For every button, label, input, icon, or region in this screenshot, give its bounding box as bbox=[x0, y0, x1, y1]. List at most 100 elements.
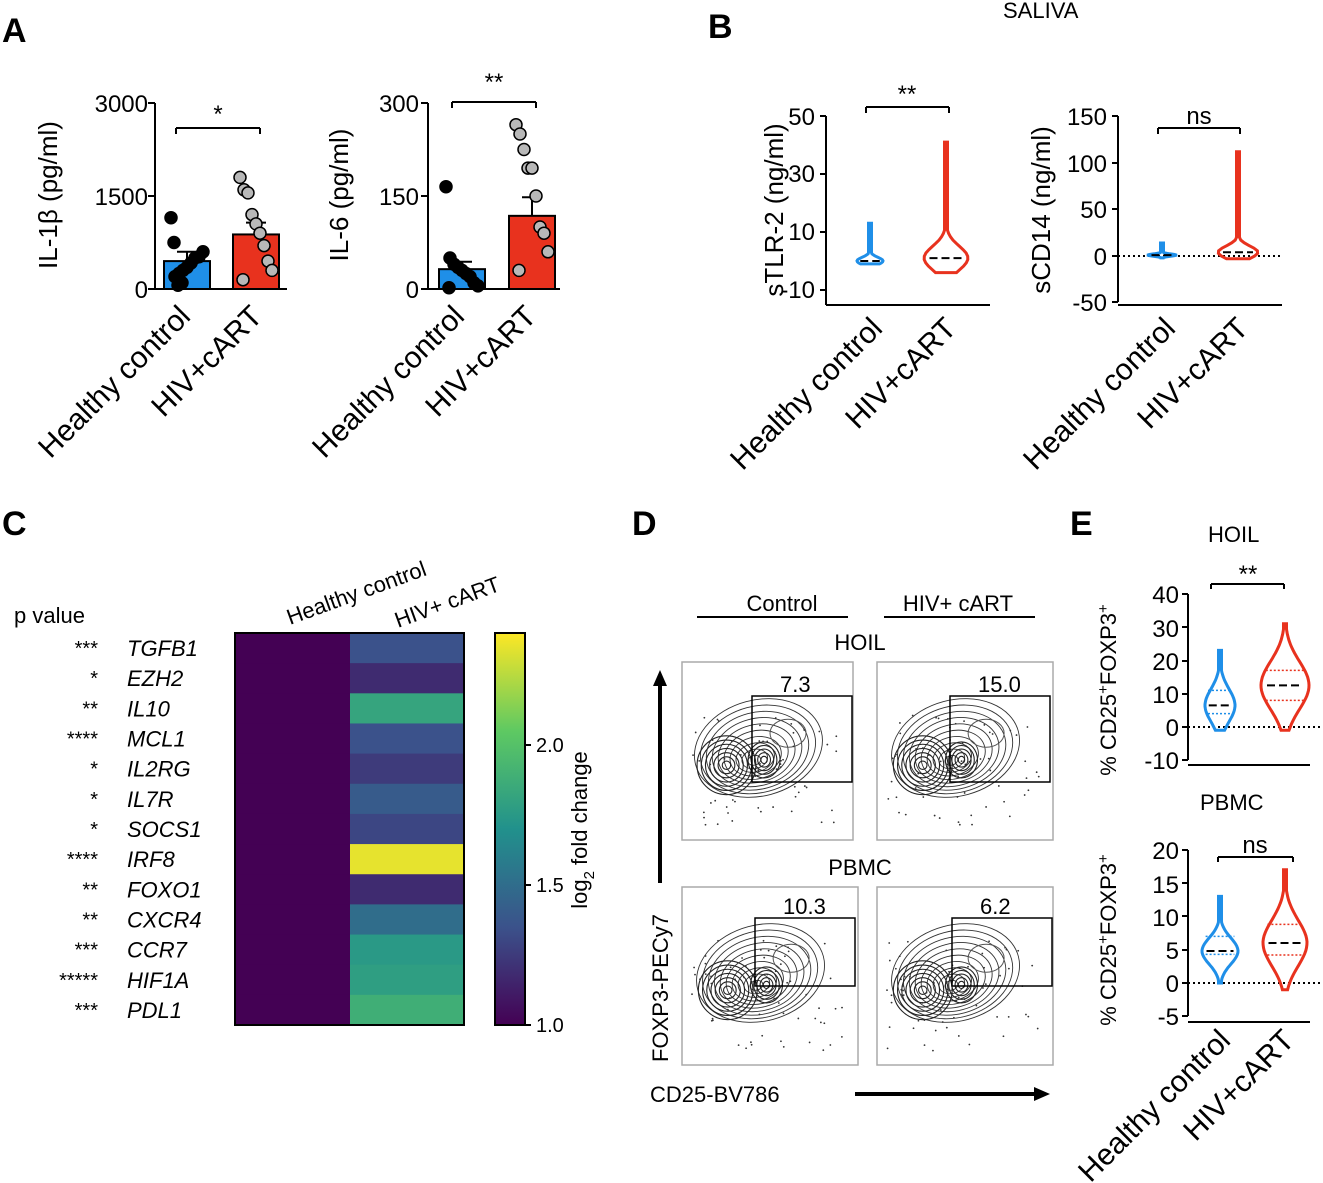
b2-y-axis-label: sCD14 (ng/ml) bbox=[1026, 126, 1056, 294]
event-dot bbox=[970, 814, 973, 817]
event-dot bbox=[915, 748, 917, 750]
violin-0 bbox=[1146, 241, 1178, 260]
event-dot bbox=[704, 973, 707, 975]
event-dot bbox=[958, 967, 961, 970]
event-dot bbox=[831, 809, 833, 812]
event-dot bbox=[819, 1021, 822, 1024]
event-dot bbox=[964, 763, 967, 766]
event-dot bbox=[805, 993, 808, 996]
e1-ytick-10: 10 bbox=[1152, 682, 1179, 709]
e2-significance: ns bbox=[1242, 832, 1267, 859]
contour-ring bbox=[944, 966, 979, 1004]
event-dot bbox=[1007, 1015, 1010, 1018]
event-dot bbox=[767, 949, 770, 952]
event-dot bbox=[954, 756, 957, 758]
data-point bbox=[537, 226, 551, 240]
event-dot bbox=[961, 742, 964, 744]
gene-label: HIF1A bbox=[127, 968, 189, 993]
event-dot bbox=[734, 978, 736, 981]
panel-label-b: B bbox=[708, 8, 733, 46]
event-dot bbox=[805, 786, 808, 789]
heatmap-cell-healthy bbox=[235, 934, 350, 966]
violin-0 bbox=[855, 221, 885, 266]
b2-ytick-150: 150 bbox=[1067, 104, 1107, 131]
event-dot bbox=[975, 1004, 978, 1007]
event-dot bbox=[731, 820, 734, 822]
event-dot bbox=[714, 799, 717, 802]
event-dot bbox=[818, 730, 821, 733]
pvalue-stars: *** bbox=[75, 638, 99, 660]
event-dot bbox=[1031, 964, 1034, 967]
event-dot bbox=[923, 1019, 926, 1022]
event-dot bbox=[968, 761, 971, 763]
pvalue-stars: ***** bbox=[59, 970, 98, 992]
event-dot bbox=[698, 759, 701, 762]
panel-label-c: C bbox=[2, 505, 27, 543]
event-dot bbox=[902, 985, 904, 987]
event-dot bbox=[728, 997, 731, 999]
event-dot bbox=[935, 716, 938, 719]
event-dot bbox=[758, 740, 761, 742]
event-dot bbox=[982, 987, 984, 989]
event-dot bbox=[774, 717, 777, 719]
contour-ring bbox=[713, 752, 740, 779]
a1-ytick-mid: 1500 bbox=[95, 184, 148, 211]
gate-box bbox=[949, 695, 1051, 783]
pvalue-stars: **** bbox=[67, 849, 98, 871]
event-dot bbox=[1017, 949, 1020, 952]
event-dot bbox=[1007, 967, 1010, 970]
heatmap-cell-hiv bbox=[350, 723, 464, 755]
event-dot bbox=[744, 965, 747, 967]
contour-ring bbox=[967, 943, 1005, 973]
pvalue-header: p value bbox=[14, 603, 85, 628]
event-dot bbox=[899, 732, 902, 735]
event-dot bbox=[782, 758, 784, 761]
pvalue-stars: * bbox=[90, 789, 98, 811]
contour-ring bbox=[897, 739, 949, 791]
violin-1 bbox=[1216, 150, 1260, 261]
data-point bbox=[253, 226, 267, 240]
event-dot bbox=[835, 735, 838, 738]
heatmap-cell-hiv bbox=[350, 783, 464, 815]
event-dot bbox=[762, 740, 764, 743]
b2-ytick-50: 50 bbox=[1080, 197, 1107, 224]
colorbar-tick-label: 1.0 bbox=[536, 1015, 564, 1037]
flow-plot-frame bbox=[876, 661, 1054, 841]
flow-plot-frame bbox=[876, 886, 1054, 1066]
event-dot bbox=[923, 1044, 926, 1047]
event-dot bbox=[960, 760, 963, 763]
contour-ring bbox=[954, 977, 969, 993]
event-dot bbox=[984, 983, 987, 986]
contour-ring bbox=[702, 929, 819, 1020]
contour-ring bbox=[901, 743, 945, 787]
event-dot bbox=[704, 962, 707, 965]
contour-ring bbox=[769, 718, 807, 748]
gate-percentage: 10.3 bbox=[783, 894, 826, 919]
event-dot bbox=[932, 1049, 934, 1052]
heatmap-cell-healthy bbox=[235, 693, 350, 724]
event-dot bbox=[820, 821, 823, 824]
contour-ring bbox=[760, 755, 768, 765]
event-dot bbox=[761, 1034, 764, 1037]
event-dot bbox=[900, 978, 902, 981]
violin-1 bbox=[1261, 868, 1309, 992]
a1-significance: * bbox=[213, 101, 222, 128]
event-dot bbox=[921, 1001, 924, 1004]
event-dot bbox=[823, 942, 826, 945]
event-dot bbox=[829, 1044, 832, 1046]
e2-title: PBMC bbox=[1200, 790, 1264, 815]
heatmap-cell-hiv bbox=[350, 844, 464, 875]
contour-ring bbox=[902, 935, 1007, 1016]
event-dot bbox=[784, 955, 786, 958]
heatmap-frame bbox=[234, 632, 465, 1026]
contour-ring bbox=[932, 742, 972, 773]
event-dot bbox=[934, 1029, 937, 1032]
data-point bbox=[529, 189, 543, 203]
gene-label: CXCR4 bbox=[127, 907, 202, 932]
contour-ring bbox=[709, 747, 744, 783]
event-dot bbox=[957, 775, 960, 778]
event-dot bbox=[945, 1026, 948, 1029]
event-dot bbox=[971, 823, 973, 826]
event-dot bbox=[766, 973, 769, 976]
event-dot bbox=[929, 768, 932, 771]
